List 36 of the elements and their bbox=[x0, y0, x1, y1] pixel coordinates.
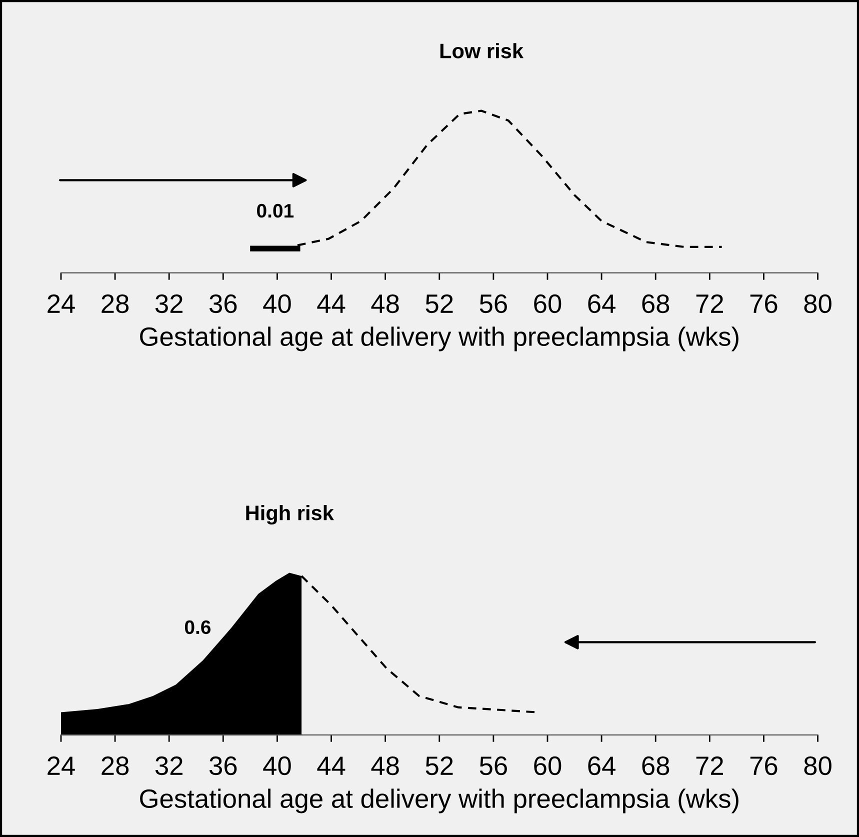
x-tick-label: 44 bbox=[317, 756, 346, 775]
chart-title: High risk bbox=[246, 505, 334, 525]
x-tick-label: 36 bbox=[209, 294, 237, 314]
x-tick-label: 64 bbox=[588, 294, 616, 314]
x-tick-label: 80 bbox=[804, 294, 832, 314]
x-tick-label: 72 bbox=[696, 756, 724, 775]
x-tick-label: 52 bbox=[426, 756, 453, 776]
x-tick-label: 76 bbox=[750, 756, 778, 776]
x-tick-label: 64 bbox=[588, 756, 616, 776]
x-tick-label: 28 bbox=[102, 756, 129, 776]
x-tick-label: 40 bbox=[263, 294, 291, 314]
x-tick-label: 44 bbox=[317, 294, 346, 313]
x-tick-label: 24 bbox=[48, 294, 75, 313]
x-tick-label: 68 bbox=[642, 756, 670, 776]
x-axis-title: Gestational age at delivery with preeclampsia (wks) bbox=[140, 326, 738, 352]
x-tick-label: 56 bbox=[480, 756, 507, 776]
x-tick-label: 24 bbox=[48, 756, 75, 775]
x-tick-label: 56 bbox=[480, 294, 507, 314]
x-tick-label: 40 bbox=[263, 756, 291, 776]
x-tick-label: 32 bbox=[155, 294, 182, 314]
chart-title: Low risk bbox=[440, 43, 524, 58]
x-tick-label: 80 bbox=[804, 756, 832, 776]
x-tick-label: 48 bbox=[371, 756, 399, 776]
x-tick-label: 36 bbox=[209, 756, 237, 776]
annotation: 0.01 bbox=[257, 204, 294, 218]
x-tick-label: 76 bbox=[750, 294, 778, 314]
x-tick-label: 72 bbox=[696, 294, 724, 313]
x-tick-label: 28 bbox=[102, 294, 129, 314]
x-tick-label: 68 bbox=[642, 294, 670, 314]
x-axis-title: Gestational age at delivery with preeclampsia (wks) bbox=[140, 788, 738, 814]
x-tick-label: 48 bbox=[371, 294, 399, 314]
x-tick-label: 60 bbox=[534, 756, 562, 776]
x-tick-label: 32 bbox=[155, 756, 182, 776]
x-tick-label: 52 bbox=[426, 294, 453, 314]
x-tick-label: 60 bbox=[534, 294, 562, 314]
annotation: 0.6 bbox=[184, 620, 211, 634]
